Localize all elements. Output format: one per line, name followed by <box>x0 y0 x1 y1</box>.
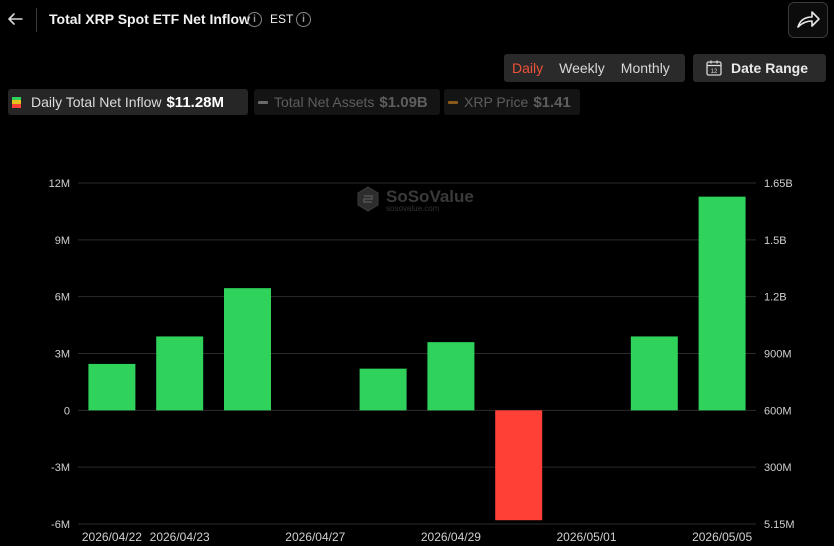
legend-value: $1.41 <box>533 93 571 111</box>
y-tick-label: -6M <box>51 519 70 531</box>
arrow-left-icon <box>8 13 23 25</box>
legend-label: Daily Total Net Inflow <box>31 94 162 110</box>
tab-weekly[interactable]: Weekly <box>559 60 605 76</box>
y2-tick-label: 900M <box>764 349 792 361</box>
legend-item-xrp-price[interactable]: XRP Price $1.41 <box>444 89 580 115</box>
y2-tick-label: 300M <box>764 462 792 474</box>
watermark-sub: sosovalue.com <box>386 204 440 213</box>
bar[interactable] <box>698 196 746 411</box>
period-switcher: Daily Weekly Monthly <box>504 54 685 82</box>
timezone-label: EST <box>270 12 294 26</box>
legend-value: $1.09B <box>379 93 428 111</box>
legend-value: $11.28M <box>166 93 225 111</box>
svg-text:12: 12 <box>711 69 718 75</box>
x-tick-label: 2026/05/05 <box>692 530 752 544</box>
bar[interactable] <box>156 336 204 411</box>
net-assets-swatch <box>258 100 268 104</box>
bar[interactable] <box>495 410 543 521</box>
back-button[interactable] <box>4 8 26 30</box>
y-tick-label: -3M <box>51 462 70 474</box>
share-icon <box>797 11 820 28</box>
y-tick-label: 3M <box>55 349 70 361</box>
y-axis-left: -6M -3M 0 3M 6M 9M 12M <box>49 178 70 531</box>
date-range-button[interactable]: 12 Date Range <box>693 54 826 82</box>
bar[interactable] <box>88 363 136 411</box>
y2-tick-label: 5.15M <box>764 519 795 531</box>
y2-tick-label: 1.5B <box>764 235 787 247</box>
timezone-info-icon[interactable]: i <box>296 12 311 27</box>
info-icon[interactable]: i <box>247 12 262 27</box>
x-tick-label: 2026/04/27 <box>285 530 345 544</box>
y2-tick-label: 1.65B <box>764 178 793 190</box>
x-tick-label: 2026/05/01 <box>556 530 616 544</box>
bar[interactable] <box>224 288 271 411</box>
bars <box>88 196 746 521</box>
x-tick-label: 2026/04/23 <box>150 530 210 544</box>
page-title: Total XRP Spot ETF Net Inflow <box>49 11 250 27</box>
y2-tick-label: 600M <box>764 405 792 417</box>
date-range-label: Date Range <box>731 60 809 76</box>
xrp-price-swatch <box>448 100 458 104</box>
y-tick-label: 6M <box>55 292 70 304</box>
bar[interactable] <box>630 336 678 411</box>
bar[interactable] <box>359 368 407 411</box>
y2-tick-label: 1.2B <box>764 292 787 304</box>
tab-daily[interactable]: Daily <box>512 60 544 76</box>
share-button[interactable] <box>788 2 828 38</box>
legend-item-net-inflow[interactable]: Daily Total Net Inflow $11.28M <box>8 89 248 115</box>
net-inflow-swatch <box>12 96 21 108</box>
legend-label: XRP Price <box>464 94 529 110</box>
watermark-name: SoSoValue <box>386 187 474 206</box>
y-tick-label: 9M <box>55 235 70 247</box>
bar[interactable] <box>427 342 475 411</box>
y-axis-right: 5.15M 300M 600M 900M 1.2B 1.5B 1.65B <box>764 178 795 531</box>
y-tick-label: 0 <box>64 405 70 417</box>
header: Total XRP Spot ETF Net Inflow i EST i <box>0 0 834 40</box>
x-tick-label: 2026/04/29 <box>421 530 481 544</box>
header-divider <box>36 8 37 32</box>
legend-item-net-assets[interactable]: Total Net Assets $1.09B <box>254 89 440 115</box>
watermark: SoSoValue sosovalue.com <box>357 186 474 213</box>
tab-monthly[interactable]: Monthly <box>620 60 670 76</box>
calendar-icon: 12 <box>706 60 722 76</box>
y-tick-label: 12M <box>49 178 70 190</box>
legend-label: Total Net Assets <box>274 94 375 110</box>
x-axis: 2026/04/22 2026/04/23 2026/04/27 2026/04/29… <box>82 530 753 544</box>
x-tick-label: 2026/04/22 <box>82 530 142 544</box>
